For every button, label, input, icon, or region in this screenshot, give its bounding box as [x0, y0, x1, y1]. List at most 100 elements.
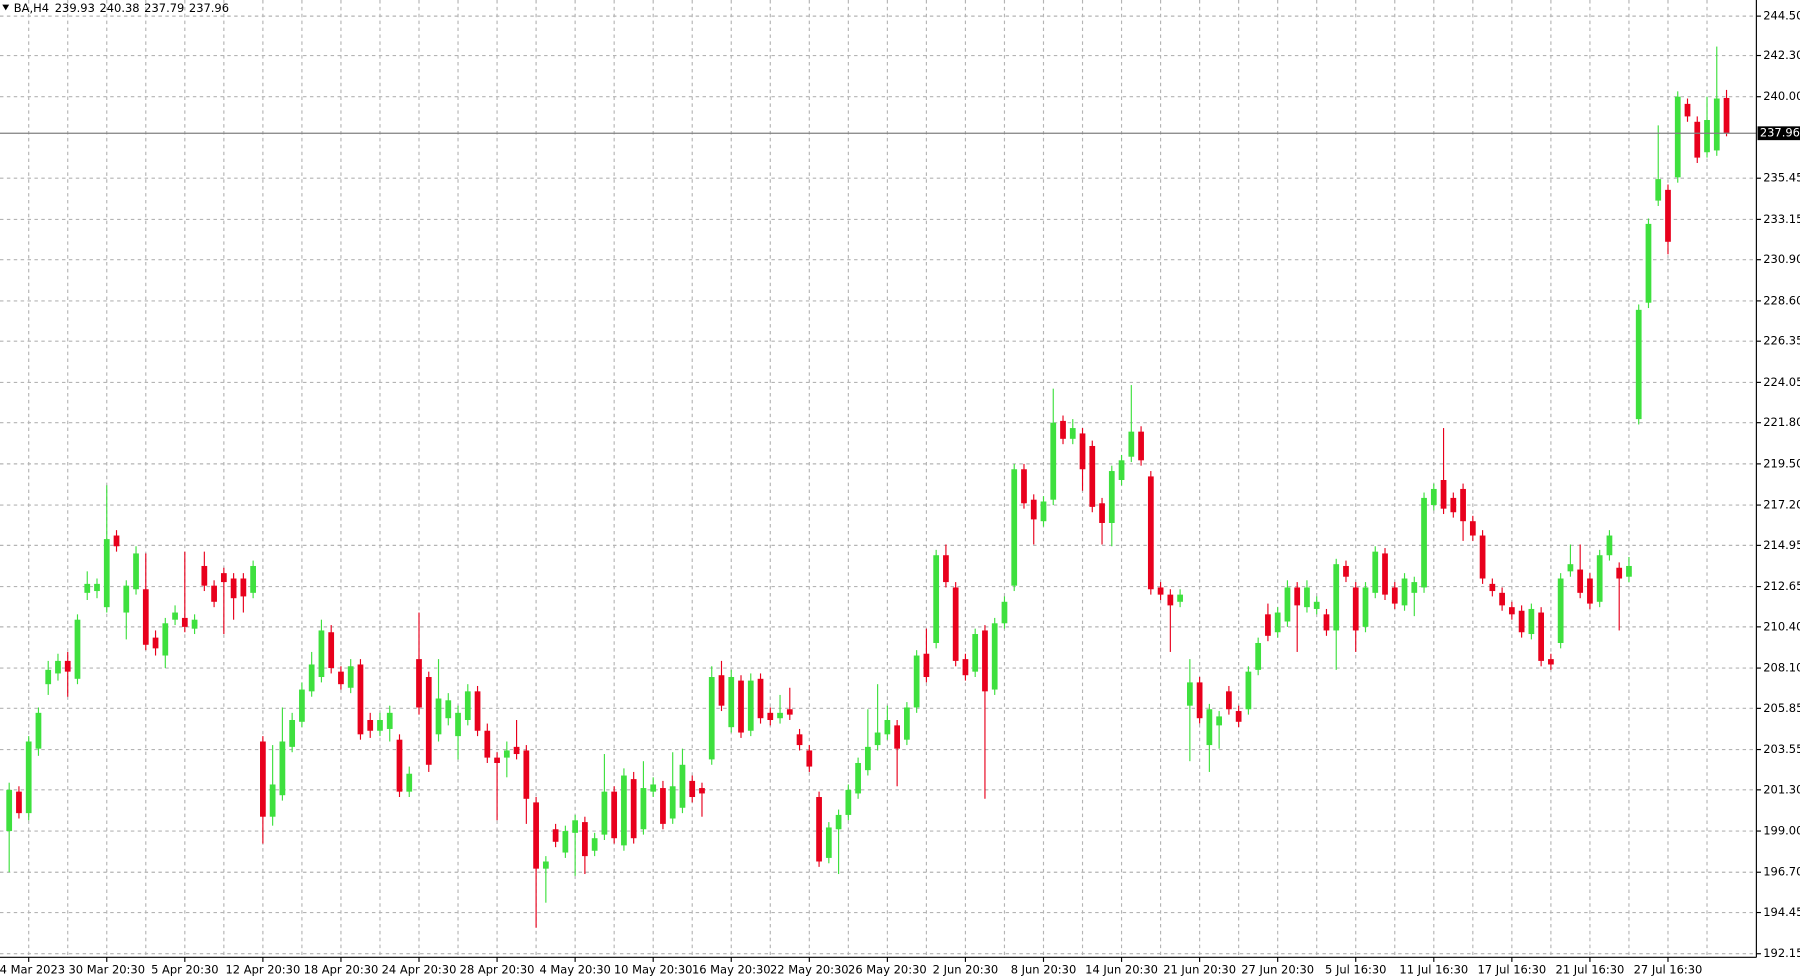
candle-body	[16, 791, 22, 814]
candle-body	[786, 709, 793, 715]
candle-body	[162, 623, 169, 656]
candle-body	[572, 820, 578, 833]
candle-body	[1089, 445, 1096, 507]
header-high: 240.38	[99, 1, 139, 15]
candle-body	[523, 750, 530, 799]
candle-body	[1157, 587, 1164, 595]
candle-body	[1577, 569, 1584, 593]
candle-body	[455, 712, 461, 737]
candle-body	[767, 712, 774, 721]
candle-body	[1294, 587, 1301, 606]
candle-body	[318, 630, 325, 678]
candle-body	[1674, 96, 1681, 178]
x-tick-label: 8 Jun 20:30	[1011, 962, 1077, 976]
candle-body	[699, 788, 705, 794]
candle-body	[260, 741, 266, 817]
candle-body	[347, 666, 354, 688]
candle-body	[1557, 578, 1564, 643]
candle-body	[1391, 587, 1398, 604]
candle-body	[1499, 592, 1505, 606]
candle-body	[1372, 551, 1379, 593]
y-tick-label: 244.50	[1763, 9, 1800, 23]
candle-body	[386, 712, 393, 729]
header-open: 239.93	[55, 1, 95, 15]
candle-body	[630, 779, 637, 839]
candle-body	[835, 814, 842, 830]
candle-body	[728, 677, 735, 728]
candle-body	[1304, 587, 1310, 608]
candle-body	[1479, 535, 1486, 579]
candle-body	[503, 750, 510, 758]
y-tick-label: 201.30	[1763, 782, 1800, 796]
y-tick-label: 196.70	[1763, 865, 1800, 879]
candle-body	[1635, 309, 1642, 420]
x-tick-label: 27 Jul 16:30	[1634, 962, 1703, 976]
y-tick-label: 221.80	[1763, 415, 1800, 429]
candle-body	[1284, 587, 1291, 622]
candle-body	[435, 698, 442, 735]
candle-body	[1069, 428, 1076, 439]
candle-body	[991, 623, 998, 690]
candle-body	[35, 712, 42, 749]
candle-body	[377, 720, 383, 731]
y-tick-label: 240.00	[1763, 89, 1800, 103]
price-label-box	[1757, 126, 1800, 141]
candle-body	[1723, 97, 1730, 134]
collapse-icon[interactable]	[2, 4, 10, 11]
candle-body	[650, 784, 657, 792]
candle-body	[1665, 189, 1671, 242]
candle-body	[1001, 601, 1008, 624]
candle-body	[669, 786, 676, 819]
candle-body	[211, 585, 217, 602]
candle-body	[1382, 553, 1388, 595]
candle-body	[328, 632, 335, 669]
candle-body	[962, 659, 969, 676]
candle-body	[103, 539, 110, 608]
y-tick-label: 224.05	[1763, 375, 1800, 389]
candle-body	[123, 585, 130, 613]
candle-body	[874, 732, 881, 746]
candle-body	[299, 689, 305, 722]
x-tick-label: 30 Mar 20:30	[68, 962, 145, 976]
candle-body	[1265, 614, 1271, 636]
candle-body	[533, 802, 539, 869]
candle-body	[201, 565, 208, 586]
candle-body	[152, 637, 159, 649]
candle-body	[396, 739, 403, 792]
candle-body	[1245, 671, 1252, 710]
candle-body	[1011, 469, 1018, 586]
candle-body	[1430, 488, 1437, 506]
candle-body	[425, 677, 432, 765]
candle-body	[777, 712, 783, 719]
candle-body	[855, 762, 861, 794]
candle-body	[1167, 594, 1174, 606]
candle-body	[806, 750, 813, 767]
candle-body	[689, 780, 696, 798]
candle-body	[181, 617, 188, 627]
candle-body	[133, 553, 139, 590]
price-label: 237.96	[1760, 126, 1800, 140]
y-tick-label: 208.10	[1763, 661, 1800, 675]
candle-body	[113, 535, 120, 547]
candle-body	[1567, 564, 1574, 572]
candle-body	[913, 655, 920, 708]
candle-body	[1684, 103, 1691, 117]
candle-body	[621, 775, 627, 846]
candle-body	[904, 707, 910, 740]
candle-body	[1489, 583, 1496, 592]
candle-body	[1177, 594, 1183, 602]
candle-body	[1226, 691, 1232, 710]
x-tick-label: 14 Jun 20:30	[1085, 962, 1158, 976]
y-tick-label: 233.15	[1763, 212, 1800, 226]
candle-body	[718, 675, 725, 706]
candle-body	[1118, 460, 1125, 481]
header-low: 237.79	[144, 1, 184, 15]
candle-body	[1323, 614, 1330, 631]
candle-body	[416, 659, 422, 708]
y-tick-label: 226.35	[1763, 334, 1800, 348]
candle-body	[1352, 587, 1359, 631]
candle-body	[738, 680, 744, 733]
candle-body	[1587, 578, 1593, 604]
x-tick-label: 17 Jul 16:30	[1477, 962, 1546, 976]
